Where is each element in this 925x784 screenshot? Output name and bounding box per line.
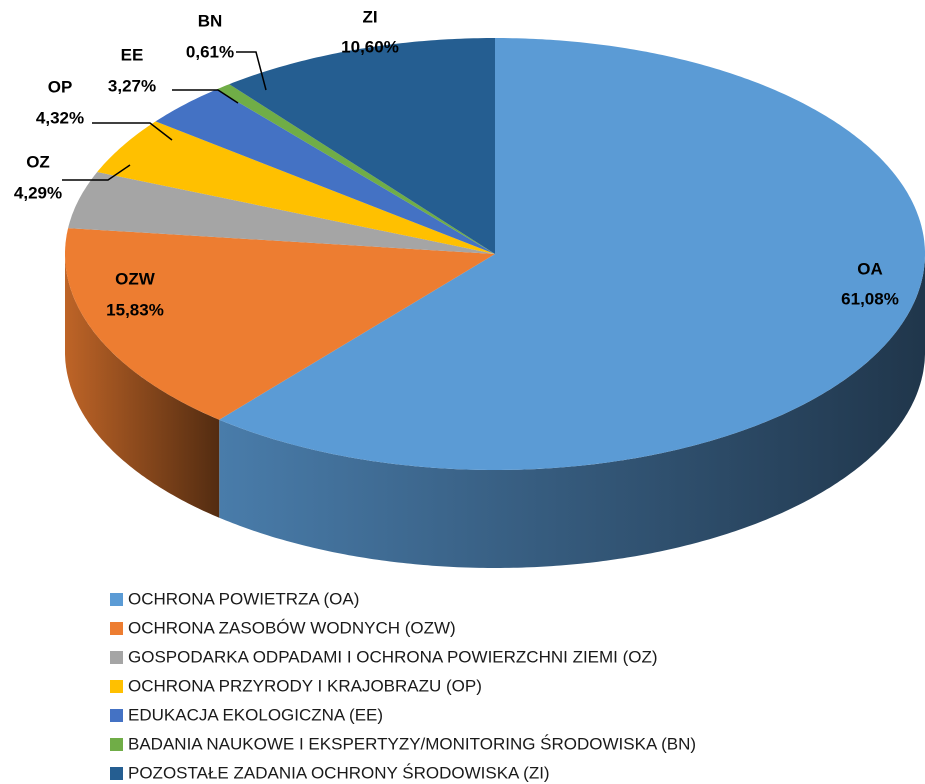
data-label-value: 15,83%	[106, 300, 164, 319]
leader-line	[92, 122, 173, 141]
data-label-name: OP	[48, 77, 73, 96]
pie-slice	[229, 38, 496, 254]
leader-line	[172, 89, 239, 104]
legend-swatch	[110, 593, 123, 606]
legend-label: OCHRONA POWIETRZA (OA)	[128, 589, 359, 608]
data-label-value: 4,29%	[14, 183, 62, 202]
legend-label: BADANIA NAUKOWE I EKSPERTYZY/MONITORING …	[128, 734, 696, 753]
leader-line	[236, 51, 267, 91]
data-label-name: EE	[121, 45, 144, 64]
data-label-name: OZW	[115, 269, 156, 288]
legend-label: EDUKACJA EKOLOGICZNA (EE)	[128, 705, 383, 724]
legend-swatch	[110, 709, 123, 722]
legend-label: OCHRONA PRZYRODY I KRAJOBRAZU (OP)	[128, 676, 482, 695]
legend-swatch	[110, 680, 123, 693]
leader-line	[62, 164, 131, 181]
pie-slice	[219, 38, 925, 470]
pie-side	[219, 254, 925, 568]
legend-label: POZOSTAŁE ZADANIA OCHRONY ŚRODOWISKA (ZI…	[128, 763, 550, 782]
pie-slice	[216, 84, 495, 254]
legend-label: GOSPODARKA ODPADAMI I OCHRONA POWIERZCHN…	[128, 647, 658, 666]
legend-swatch	[110, 738, 123, 751]
legend-swatch	[110, 651, 123, 664]
data-label-name: ZI	[362, 7, 377, 26]
pie-slice	[68, 172, 495, 254]
data-label-name: OA	[857, 259, 883, 278]
legend-swatch	[110, 622, 123, 635]
pie-slice	[97, 121, 495, 255]
data-label-value: 10,60%	[341, 37, 399, 56]
data-label-value: 4,32%	[36, 108, 84, 127]
legend-label: OCHRONA ZASOBÓW WODNYCH (OZW)	[128, 618, 456, 637]
pie-slice	[155, 89, 495, 255]
data-label-value: 3,27%	[108, 76, 156, 95]
data-label-name: BN	[198, 11, 223, 30]
data-label-name: OZ	[26, 152, 50, 171]
legend-swatch	[110, 767, 123, 780]
data-label-value: 61,08%	[841, 289, 899, 308]
pie-side	[65, 254, 220, 518]
pie-slice	[65, 228, 495, 420]
data-label-value: 0,61%	[186, 42, 234, 61]
